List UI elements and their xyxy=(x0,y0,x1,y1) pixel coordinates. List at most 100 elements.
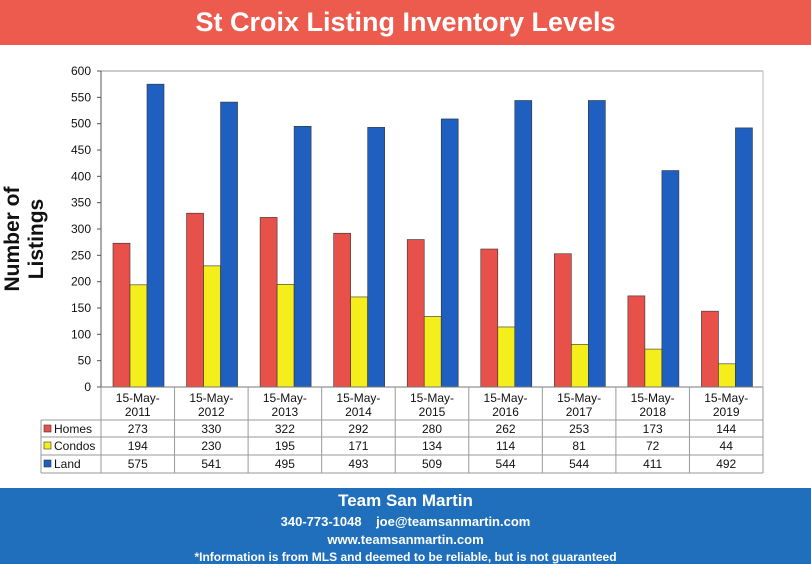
x-tick-label-line2: 2013 xyxy=(272,405,299,419)
footer: Team San Martin 340-773-1048 joe@teamsan… xyxy=(0,488,811,564)
bar-land xyxy=(440,118,459,388)
bar-homes xyxy=(112,242,131,388)
table-cell: 541 xyxy=(201,457,221,471)
bar-land xyxy=(146,83,165,388)
bar-land xyxy=(588,100,606,388)
y-tick-label: 400 xyxy=(71,169,91,183)
table-cell: 134 xyxy=(422,439,442,453)
bar-chart: 0 50 100 150 200 250 300 350 400 450 500 550 600 15-M… xyxy=(40,64,764,474)
bar-homes xyxy=(333,232,351,388)
y-tick-label: 550 xyxy=(71,90,91,104)
bar-condos xyxy=(276,283,295,388)
bar-land xyxy=(220,101,238,388)
x-tick-label-line1: 15-May- xyxy=(189,391,233,405)
table-cell: 322 xyxy=(275,422,295,436)
table-cell: 273 xyxy=(128,422,148,436)
table-cell: 173 xyxy=(643,422,663,436)
table-cell: 544 xyxy=(569,457,589,471)
bar-condos xyxy=(129,284,148,388)
table-cell: 171 xyxy=(348,439,368,453)
bar-homes xyxy=(259,217,278,388)
y-tick-label: 300 xyxy=(71,222,91,236)
bar-condos xyxy=(644,348,663,388)
legend-swatch-condos xyxy=(43,441,52,450)
footer-contact: 340-773-1048 joe@teamsanmartin.com xyxy=(0,514,811,529)
x-tick-label-line1: 15-May- xyxy=(704,391,748,405)
x-tick-label-line2: 2017 xyxy=(566,405,593,419)
x-tick-label-line1: 15-May- xyxy=(631,391,675,405)
bar-condos xyxy=(350,296,368,388)
y-tick-label: 500 xyxy=(71,117,91,131)
bar-land xyxy=(367,127,385,388)
y-tick-label: 0 xyxy=(84,380,91,394)
table-cell: 72 xyxy=(646,439,660,453)
bar-homes xyxy=(406,239,425,388)
table-cell: 544 xyxy=(496,457,516,471)
legend-swatch-land xyxy=(43,459,52,468)
bar-homes xyxy=(554,253,572,388)
table-cell: 195 xyxy=(275,439,295,453)
table-cell: 492 xyxy=(716,457,736,471)
y-tick-label: 450 xyxy=(71,143,91,157)
table-cell: 493 xyxy=(348,457,368,471)
bar-condos xyxy=(718,363,736,388)
x-tick-label-line1: 15-May- xyxy=(410,391,454,405)
footer-website: www.teamsanmartin.com xyxy=(327,532,484,547)
x-tick-label-line1: 15-May- xyxy=(484,391,528,405)
table-cell: 81 xyxy=(572,439,586,453)
table-cell: 575 xyxy=(128,457,148,471)
bar-condos xyxy=(203,265,221,388)
y-tick-label: 250 xyxy=(71,248,91,262)
bar-land xyxy=(293,126,312,388)
chart-title: St Croix Listing Inventory Levels xyxy=(0,0,811,45)
x-tick-label-line1: 15-May- xyxy=(336,391,380,405)
x-tick-label-line2: 2019 xyxy=(713,405,740,419)
table-cell: 262 xyxy=(496,422,516,436)
x-tick-label-line2: 2014 xyxy=(345,405,372,419)
x-tick-label-line2: 2012 xyxy=(198,405,225,419)
x-tick-label-line1: 15-May- xyxy=(116,391,160,405)
table-cell: 509 xyxy=(422,457,442,471)
x-tick-label-line2: 2016 xyxy=(492,405,519,419)
legend-swatch-homes xyxy=(43,424,52,433)
table-cell: 253 xyxy=(569,422,589,436)
table-cell: 44 xyxy=(720,439,734,453)
table-cell: 280 xyxy=(422,422,442,436)
table-cell: 230 xyxy=(201,439,221,453)
bar-land xyxy=(514,100,533,388)
bar-homes xyxy=(627,295,646,388)
y-tick-label: 150 xyxy=(71,301,91,315)
bar-condos xyxy=(497,326,516,388)
y-tick-label: 350 xyxy=(71,196,91,210)
footer-disclaimer: *Information is from MLS and deemed to b… xyxy=(194,550,617,564)
y-tick-label: 50 xyxy=(78,354,92,368)
table-cell: 330 xyxy=(201,422,221,436)
table-cell: 144 xyxy=(716,422,736,436)
bar-condos xyxy=(571,344,589,388)
x-tick-label-line2: 2015 xyxy=(419,405,446,419)
x-tick-label-line2: 2018 xyxy=(639,405,666,419)
bar-condos xyxy=(423,316,442,388)
legend-label-land: Land xyxy=(54,457,81,471)
x-tick-label-line2: 2011 xyxy=(125,405,151,419)
x-tick-label-line1: 15-May- xyxy=(263,391,307,405)
y-tick-label: 100 xyxy=(71,327,91,341)
table-cell: 194 xyxy=(128,439,148,453)
legend-label-condos: Condos xyxy=(54,439,95,453)
table-cell: 411 xyxy=(643,457,662,471)
footer-email: joe@teamsanmartin.com xyxy=(376,514,531,529)
table-cell: 292 xyxy=(348,422,368,436)
y-tick-label: 200 xyxy=(71,275,91,289)
bar-homes xyxy=(186,212,204,388)
bar-land xyxy=(735,127,753,388)
footer-name: Team San Martin xyxy=(338,491,473,510)
bar-land xyxy=(661,170,680,388)
footer-phone: 340-773-1048 xyxy=(280,514,362,529)
bar-homes xyxy=(480,248,499,388)
table-cell: 495 xyxy=(275,457,295,471)
x-tick-label-line1: 15-May- xyxy=(557,391,601,405)
bar-homes xyxy=(701,310,719,388)
table-cell: 114 xyxy=(496,439,515,453)
legend-label-homes: Homes xyxy=(54,422,92,436)
y-tick-label: 600 xyxy=(71,64,91,78)
